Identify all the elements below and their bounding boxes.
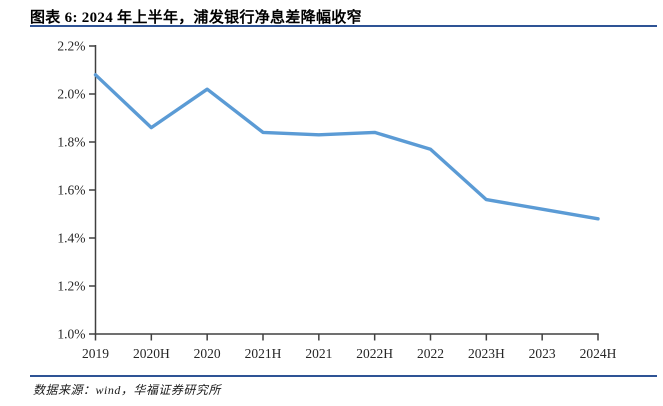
x-axis-tick-label: 2023H bbox=[468, 346, 505, 361]
footer-divider-line bbox=[30, 375, 657, 377]
x-axis-tick-label: 2024H bbox=[580, 346, 617, 361]
y-axis-tick-label: 1.8% bbox=[57, 135, 85, 150]
y-axis-tick-label: 1.0% bbox=[57, 327, 85, 342]
y-axis-tick-label: 1.4% bbox=[57, 231, 85, 246]
y-axis-tick-label: 1.6% bbox=[57, 183, 85, 198]
x-axis-tick-label: 2019 bbox=[82, 346, 109, 361]
chart-title: 图表 6: 2024 年上半年，浦发银行净息差降幅收窄 bbox=[30, 10, 362, 26]
title-divider-line bbox=[30, 25, 657, 27]
x-axis-tick-label: 2020H bbox=[133, 346, 170, 361]
data-source-note: 数据来源：wind，华福证券研究所 bbox=[33, 383, 221, 397]
x-axis-tick-label: 2020 bbox=[194, 346, 221, 361]
x-axis-tick-label: 2021H bbox=[245, 346, 282, 361]
x-axis-tick-label: 2021 bbox=[305, 346, 332, 361]
nim-series-line bbox=[93, 73, 600, 221]
y-axis-tick-label: 2.2% bbox=[57, 39, 85, 54]
y-axis-tick-label: 2.0% bbox=[57, 87, 85, 102]
y-axis-tick-label: 1.2% bbox=[57, 279, 85, 294]
x-axis-tick-label: 2022 bbox=[417, 346, 444, 361]
x-axis-tick-label: 2022H bbox=[356, 346, 393, 361]
x-axis-tick-label: 2023 bbox=[529, 346, 556, 361]
